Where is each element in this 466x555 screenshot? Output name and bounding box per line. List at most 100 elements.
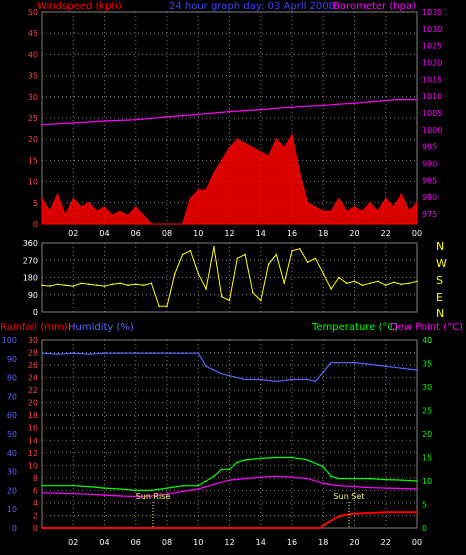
windspeed-point xyxy=(314,206,317,208)
rainfall-y-tick-label: 10 xyxy=(28,461,38,470)
temperature-y-tick-label: 40 xyxy=(422,336,432,345)
barometer-line-point xyxy=(353,102,356,104)
compass-letter-w: W xyxy=(436,257,447,270)
dewpoint-line-point xyxy=(103,494,106,496)
rainfall-line-point xyxy=(400,511,403,514)
windspeed-point xyxy=(330,210,332,213)
humidity-line-point xyxy=(330,361,332,364)
rainfall-line-point xyxy=(385,511,387,514)
windspeed-point xyxy=(49,210,51,213)
windspeed-point xyxy=(213,172,215,174)
windspeed-point xyxy=(369,202,371,204)
barometer-line-point xyxy=(150,117,153,120)
wind-y-tick-label: 5 xyxy=(33,199,38,208)
windspeed-point xyxy=(283,146,286,149)
dewpoint-line-point xyxy=(228,479,231,481)
dewpoint-line-point xyxy=(166,493,168,496)
humidity-y-tick-label: 30 xyxy=(7,468,17,477)
temperature-y-tick-label: 25 xyxy=(422,407,432,416)
windspeed-point xyxy=(408,210,411,213)
temperature-line-point xyxy=(416,480,418,482)
barometer-y-tick-label: 1010 xyxy=(422,92,442,101)
wind-direction-line-point xyxy=(283,282,286,285)
barometer-line-point xyxy=(197,113,200,116)
compass-letter-s: S xyxy=(436,274,443,287)
direction-y-tick-label: 180 xyxy=(23,274,38,283)
temperature-line-point xyxy=(135,489,137,492)
wind-direction-line-point xyxy=(338,276,340,279)
dewpoint-line-point xyxy=(291,476,293,479)
barometer-line-point xyxy=(385,99,387,102)
windspeed-axis-title: Windspeed (kph) xyxy=(37,1,122,12)
dewpoint-line-point xyxy=(306,477,309,480)
sunrise-label: Sun Rise xyxy=(136,492,171,501)
humidity-line-point xyxy=(181,352,184,355)
rainfall-line-point xyxy=(335,517,337,519)
temperature-line-point xyxy=(228,468,231,471)
rainfall-line-point xyxy=(341,514,343,517)
climate-x-tick-label: 14 xyxy=(256,538,266,547)
wind-direction-line-point xyxy=(174,272,176,275)
barometer-line-point xyxy=(181,114,184,117)
barometer-line-point xyxy=(369,101,371,103)
temperature-line-point xyxy=(330,475,332,478)
wind-direction-line-point xyxy=(385,284,387,287)
temperature-y-tick-label: 5 xyxy=(422,501,427,510)
climate-x-tick-label: 16 xyxy=(287,538,297,547)
rainfall-y-tick-label: 12 xyxy=(28,449,38,458)
dewpoint-line-point xyxy=(260,476,262,479)
barometer-y-tick-label: 975 xyxy=(422,210,437,219)
climate-x-tick-label: 00 xyxy=(412,538,422,547)
wind-x-tick-label: 16 xyxy=(287,229,297,238)
wind-direction-line-point xyxy=(158,305,160,308)
dewpoint-line-point xyxy=(338,484,340,487)
dewpoint-line-point xyxy=(56,492,59,495)
wind-x-tick-label: 08 xyxy=(162,229,172,238)
direction-y-tick-label: 0 xyxy=(33,308,38,317)
windspeed-point xyxy=(353,206,356,208)
temperature-line-point xyxy=(322,466,325,468)
wind-direction-line-point xyxy=(314,257,317,260)
dewpoint-line-point xyxy=(353,485,356,488)
windspeed-point xyxy=(95,210,98,213)
temperature-line-point xyxy=(260,457,262,460)
wind-y-tick-label: 50 xyxy=(28,8,38,17)
dewpoint-line-point xyxy=(275,475,278,478)
windspeed-point xyxy=(267,155,270,157)
wind-direction-line-point xyxy=(142,284,145,287)
wind-direction-line-point xyxy=(95,284,98,287)
humidity-line-point xyxy=(228,374,231,377)
direction-y-tick-label: 90 xyxy=(28,291,38,300)
windspeed-point xyxy=(189,197,192,200)
temperature-axis-title: Temperature (°C) xyxy=(311,322,398,333)
rainfall-axis-title: Rainfall (mm) xyxy=(0,322,68,333)
temperature-y-tick-label: 10 xyxy=(422,477,432,486)
humidity-axis-title: Humidity (%) xyxy=(68,322,134,333)
temperature-line-point xyxy=(275,456,278,459)
windspeed-point xyxy=(174,223,176,225)
climate-x-tick-label: 08 xyxy=(162,538,172,547)
humidity-line-point xyxy=(314,380,317,383)
wind-direction-line-point xyxy=(267,263,270,265)
windspeed-point xyxy=(119,210,121,213)
climate-x-tick-label: 02 xyxy=(68,538,78,547)
wind-direction-line-point xyxy=(213,246,215,248)
wind-direction-line-point xyxy=(127,284,129,287)
wind-direction-line-point xyxy=(56,283,59,286)
wind-direction-line-point xyxy=(252,292,254,294)
rainfall-line-point xyxy=(369,512,371,514)
compass-letter-n-bottom: N xyxy=(436,307,444,320)
wind-direction-line-point xyxy=(377,280,379,283)
dewpoint-line-point xyxy=(244,477,246,480)
humidity-y-tick-label: 20 xyxy=(7,486,17,495)
wind-direction-line-point xyxy=(181,253,184,256)
compass-letter-e: E xyxy=(436,291,443,304)
rainfall-y-tick-label: 2 xyxy=(33,511,38,520)
wind-direction-line-point xyxy=(299,248,301,250)
barometer-line-point xyxy=(244,109,246,112)
temperature-line-point xyxy=(291,456,293,459)
wind-direction-line-point xyxy=(119,282,121,285)
windspeed-point xyxy=(150,223,153,225)
temperature-line-point xyxy=(181,484,184,487)
humidity-line-point xyxy=(56,353,59,355)
